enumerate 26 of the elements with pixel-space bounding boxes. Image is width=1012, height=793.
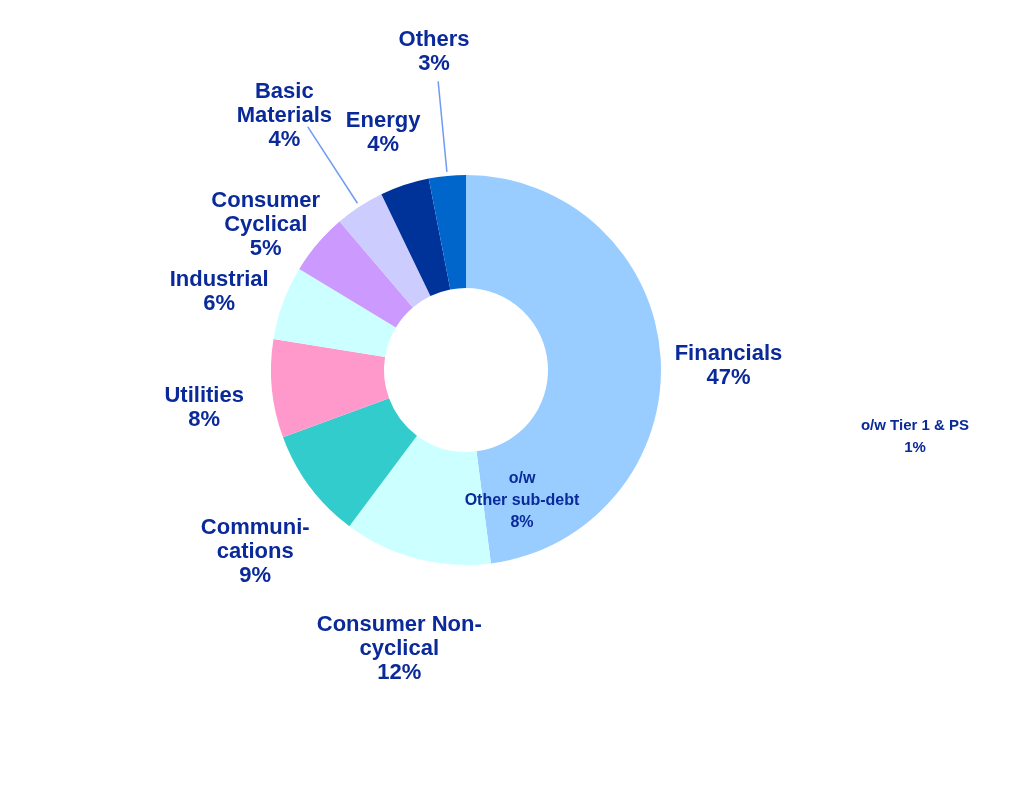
slice-label: Energy <box>345 107 422 133</box>
slice-label: Consumer Cyclical <box>211 186 321 236</box>
data-label: 5% <box>249 234 282 260</box>
data-label: 47% <box>706 364 751 390</box>
slice-label: Utilities <box>164 382 244 408</box>
data-label: 3% <box>418 49 450 75</box>
data-label: 9% <box>239 562 272 588</box>
data-label: 12% <box>377 659 422 685</box>
data-label: 6% <box>203 290 236 316</box>
text: o/w Tier 1 & PS 1% <box>860 416 970 455</box>
data-label: 4% <box>268 125 301 151</box>
donut-slice <box>466 175 661 564</box>
donut-slice <box>339 194 431 308</box>
slice-label: Communi-cations <box>200 514 310 564</box>
slice-label: Industrial <box>169 266 269 292</box>
text: o/w Other sub-debt 8% <box>464 469 580 530</box>
data-label: 4% <box>367 131 400 157</box>
slice-label: Financials <box>674 340 783 366</box>
donut-slice <box>273 268 396 357</box>
slice-label: Basic Materials <box>236 77 333 127</box>
donut-slice <box>271 338 390 438</box>
slice-label: Consumer Non-cyclical <box>316 611 482 661</box>
donut-slice <box>428 175 466 290</box>
donut-slice <box>381 178 451 297</box>
slice-label: Others <box>398 25 470 51</box>
data-label: 8% <box>188 406 221 432</box>
